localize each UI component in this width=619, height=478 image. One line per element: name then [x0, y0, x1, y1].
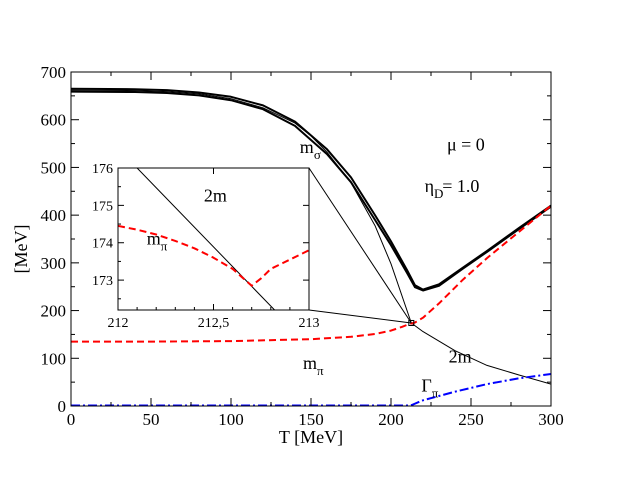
y-axis-title: [MeV] — [11, 225, 31, 274]
main-series-2m — [70, 89, 552, 385]
main-x-tick-label-0: 0 — [67, 410, 76, 429]
main-annotation-3: = 1.0 — [442, 176, 479, 196]
inset-series-m-pi — [118, 224, 309, 287]
main-y-tick-label-4: 400 — [41, 206, 67, 225]
inset-x-tick-label-2: 213 — [299, 316, 320, 331]
main-y-tick-label-3: 300 — [41, 254, 67, 273]
main-annotation-5-subscript: π — [317, 363, 324, 378]
inset-lines — [118, 168, 309, 310]
main-y-tick-label-6: 600 — [41, 111, 67, 130]
main-series-m-sigma-inner — [70, 90, 552, 292]
main-y-tick-label-0: 0 — [58, 397, 67, 416]
main-annotation-0-subscript: σ — [314, 147, 321, 162]
main-y-tick-label-1: 100 — [41, 349, 67, 368]
main-x-tick-label-2: 100 — [218, 410, 244, 429]
inset-y-tick-label-0: 173 — [92, 274, 113, 289]
main-plot-lines — [70, 87, 552, 407]
main-annotation-6-subscript: π — [432, 386, 439, 401]
main-series-m-pi — [71, 204, 552, 343]
main-y-tick-label-5: 500 — [41, 158, 67, 177]
zoom-connector-bottom — [308, 309, 412, 324]
inset-annotation-0: 2m — [204, 186, 227, 206]
inset-y-tick-label-2: 175 — [92, 199, 113, 214]
main-y-tick-label-2: 200 — [41, 302, 67, 321]
zoom-marker — [408, 319, 415, 326]
main-annotation-4: 2m — [449, 347, 472, 367]
x-axis-title: T [MeV] — [279, 427, 343, 447]
main-annotation-2-subscript: D — [434, 186, 443, 201]
main-plot-axes: 0 50 100 150 200 250 300 0 100 200 300 400 500 600 700… — [11, 63, 564, 447]
main-x-tick-label-6: 300 — [538, 410, 564, 429]
inset-annotation-1-subscript: π — [161, 239, 168, 254]
main-series-gamma-pi — [71, 373, 552, 407]
main-x-tick-label-5: 250 — [458, 410, 484, 429]
main-y-tick-label-7: 700 — [41, 63, 67, 82]
main-annotation-1: μ = 0 — [447, 135, 485, 155]
inset-x-tick-label-1: 212,5 — [198, 316, 230, 331]
inset-background — [118, 168, 309, 310]
main-x-tick-label-1: 50 — [143, 410, 160, 429]
main-x-tick-label-4: 200 — [378, 410, 404, 429]
zoom-connectors — [308, 167, 415, 326]
inset-y-tick-label-1: 174 — [92, 237, 113, 252]
zoom-connector-top — [308, 167, 412, 324]
inset-y-tick-label-3: 176 — [92, 162, 113, 177]
inset-x-tick-label-0: 212 — [108, 316, 129, 331]
main-x-tick-label-3: 150 — [298, 410, 324, 429]
